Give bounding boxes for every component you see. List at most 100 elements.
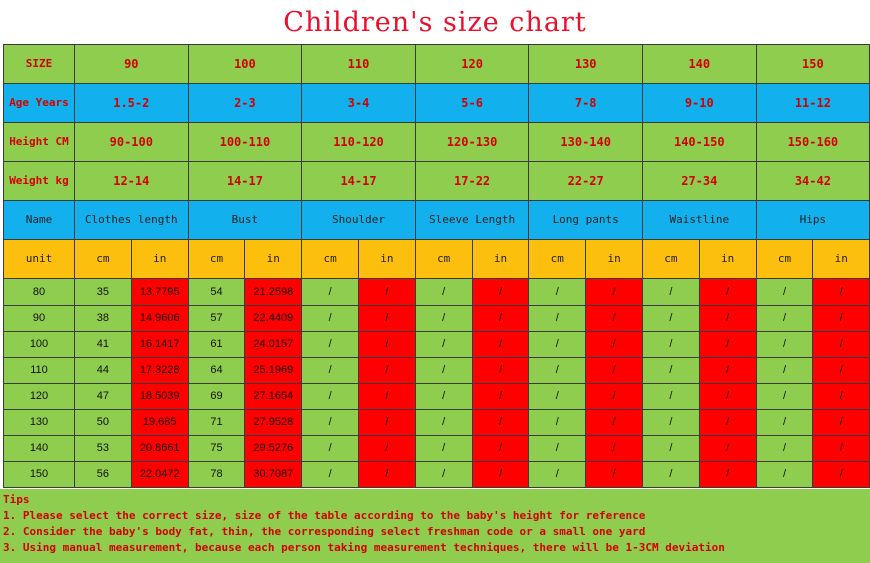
measure-header: Shoulder: [301, 200, 416, 241]
empty-cm: /: [528, 304, 587, 332]
empty-in: /: [585, 356, 643, 384]
clothes-length-in: 22.0472: [130, 460, 189, 489]
bust-cm: 64: [187, 356, 246, 384]
empty-cm: /: [641, 356, 700, 384]
age-cell: 5-6: [414, 83, 530, 124]
size-cell: 140: [641, 43, 757, 85]
empty-cm: /: [528, 460, 587, 489]
clothes-length-cm: 47: [74, 382, 132, 410]
bust-cm: 61: [187, 330, 246, 358]
clothes-length-in: 14.9606: [130, 304, 189, 332]
empty-cm: /: [414, 408, 473, 436]
weight-label: Weight kg: [3, 161, 75, 202]
empty-in: /: [358, 408, 416, 436]
bust-cm: 75: [187, 434, 246, 462]
empty-cm: /: [528, 382, 587, 410]
row-size: 130: [3, 408, 75, 436]
clothes-length-cm: 50: [74, 408, 132, 436]
empty-cm: /: [414, 356, 473, 384]
data-row: 80 35 13.7795 54 21.2598// / / / / / / / /: [3, 278, 870, 306]
clothes-length-in: 17.3228: [130, 356, 189, 384]
empty-cm: /: [641, 278, 700, 306]
height-row: Height CM 90-100 100-110 110-120 120-130 130-…: [3, 122, 870, 163]
age-cell: 7-8: [528, 83, 643, 124]
tips-heading: Tips: [3, 493, 30, 506]
empty-cm: /: [755, 330, 814, 358]
empty-cm: /: [414, 382, 473, 410]
data-row: 110 44 17.3228 64 25.1969// / / / / / / / /: [3, 356, 870, 384]
empty-in: /: [585, 382, 643, 410]
empty-cm: /: [528, 408, 587, 436]
empty-in: /: [698, 278, 757, 306]
empty-in: /: [471, 278, 530, 306]
bust-cm: 57: [187, 304, 246, 332]
row-size: 120: [3, 382, 75, 410]
empty-cm: /: [301, 460, 359, 489]
empty-in: /: [698, 434, 757, 462]
empty-in: /: [585, 330, 643, 358]
empty-in: /: [358, 434, 416, 462]
empty-in: /: [698, 382, 757, 410]
bust-in: 24.0157: [244, 330, 303, 358]
tip-1: 1. Please select the correct size, size …: [3, 509, 646, 522]
empty-in: /: [698, 356, 757, 384]
height-cell: 110-120: [301, 122, 416, 163]
empty-cm: /: [414, 460, 473, 489]
unit-in: in: [244, 239, 303, 280]
bust-cm: 78: [187, 460, 246, 489]
bust-in: 22.4409: [244, 304, 303, 332]
size-cell: 150: [755, 43, 870, 85]
empty-cm: /: [301, 382, 359, 410]
weight-row: Weight kg 12-14 14-17 14-17 17-22 22-27 27-34 3…: [3, 161, 870, 202]
bust-cm: 71: [187, 408, 246, 436]
tip-3: 3. Using manual measurement, because eac…: [3, 541, 725, 554]
empty-cm: /: [414, 434, 473, 462]
unit-row: unit cm in cm in cm in cm in cm in cm in cm in: [3, 239, 870, 280]
bust-in: 25.1969: [244, 356, 303, 384]
empty-in: /: [812, 330, 870, 358]
bust-cm: 69: [187, 382, 246, 410]
empty-in: /: [585, 460, 643, 489]
clothes-length-in: 18.5039: [130, 382, 189, 410]
measure-header: Waistline: [641, 200, 757, 241]
empty-in: /: [698, 460, 757, 489]
empty-cm: /: [755, 460, 814, 489]
row-size: 150: [3, 460, 75, 489]
empty-cm: /: [641, 330, 700, 358]
empty-in: /: [698, 408, 757, 436]
measure-header: Long pants: [528, 200, 643, 241]
age-row: Age Years 1.5-2 2-3 3-4 5-6 7-8 9-10 11-12: [3, 83, 870, 124]
empty-in: /: [471, 304, 530, 332]
empty-in: /: [585, 434, 643, 462]
data-row: 120 47 18.5039 69 27.1654// / / / / / / / /: [3, 382, 870, 410]
age-cell: 3-4: [301, 83, 416, 124]
data-row: 140 53 20.8661 75 29.5276// / / / / / / / /: [3, 434, 870, 462]
measure-header: Hips: [755, 200, 870, 241]
height-cell: 100-110: [187, 122, 303, 163]
empty-cm: /: [528, 278, 587, 306]
empty-cm: /: [528, 356, 587, 384]
height-label: Height CM: [3, 122, 75, 163]
empty-cm: /: [641, 382, 700, 410]
measure-header: Clothes length: [74, 200, 189, 241]
clothes-length-in: 20.8661: [130, 434, 189, 462]
empty-cm: /: [755, 408, 814, 436]
empty-cm: /: [755, 434, 814, 462]
size-label: SIZE: [3, 43, 75, 85]
measure-header: Sleeve Length: [414, 200, 530, 241]
empty-in: /: [471, 434, 530, 462]
empty-in: /: [585, 278, 643, 306]
clothes-length-cm: 56: [74, 460, 132, 489]
empty-cm: /: [301, 330, 359, 358]
bust-in: 27.1654: [244, 382, 303, 410]
chart-title: Children's size chart: [283, 6, 587, 38]
tip-2: 2. Consider the baby's body fat, thin, t…: [3, 525, 646, 538]
age-label: Age Years: [3, 83, 75, 124]
data-row: 130 50 19.685 71 27.9528// / / / / / / / /: [3, 408, 870, 436]
unit-cm: cm: [301, 239, 359, 280]
empty-cm: /: [641, 460, 700, 489]
age-cell: 9-10: [641, 83, 757, 124]
empty-cm: /: [301, 434, 359, 462]
unit-in: in: [471, 239, 530, 280]
unit-cm: cm: [74, 239, 132, 280]
